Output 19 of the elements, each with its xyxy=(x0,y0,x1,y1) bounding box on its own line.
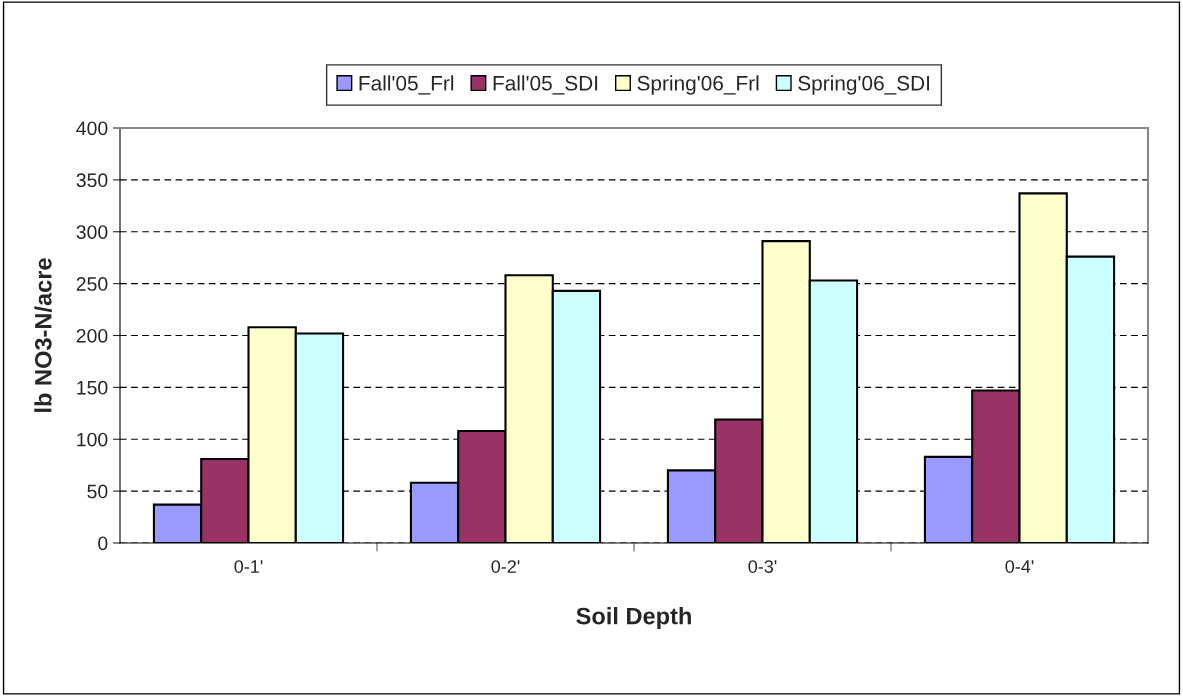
y-tick-label: 100 xyxy=(77,432,108,447)
y-tick-label: 300 xyxy=(76,225,108,239)
x-axis-title: Soil Depth xyxy=(576,607,691,630)
legend-label: Spring'06_Frl xyxy=(637,75,759,95)
y-tick-label: 250 xyxy=(76,277,108,291)
x-tick-label: 0-1' xyxy=(234,560,263,573)
x-tick-label: 0-3' xyxy=(748,560,777,573)
x-tick-label: 0-4' xyxy=(1005,560,1034,573)
legend-label: Fall'05_SDI xyxy=(493,75,598,95)
x-tick-label: 0-2' xyxy=(491,560,520,573)
y-tick-label: 400 xyxy=(76,121,108,136)
legend-label: Fall'05_Frl xyxy=(359,75,454,95)
y-tick-label: 350 xyxy=(76,173,108,188)
y-tick-label: 0 xyxy=(98,536,108,551)
y-tick-label: 150 xyxy=(77,380,108,395)
y-tick-label: 50 xyxy=(87,484,108,499)
legend-label: Spring'06_SDI xyxy=(798,75,930,95)
y-tick-label: 200 xyxy=(76,328,108,343)
y-axis-title: lb NO3-N/acre xyxy=(34,258,52,412)
